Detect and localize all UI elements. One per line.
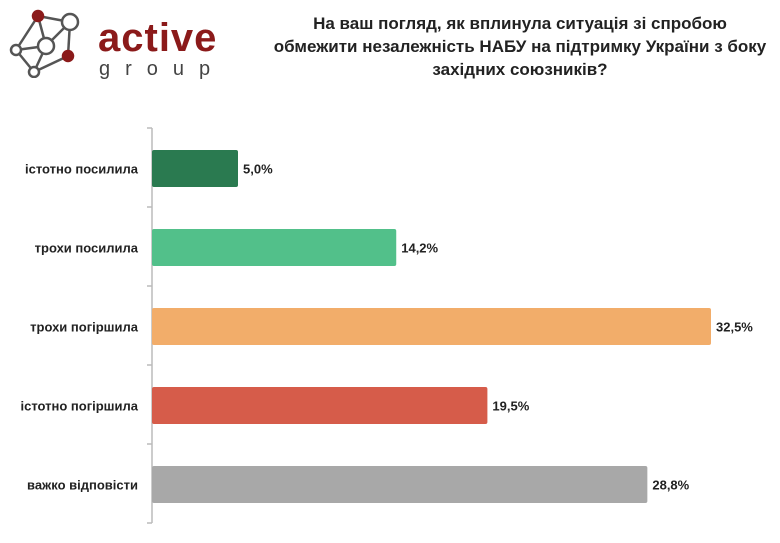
bar [152,229,397,266]
category-label: істотно погіршила [20,399,138,414]
value-label: 32,5% [716,320,753,335]
category-label: трохи погіршила [30,320,139,335]
chart-title: На ваш погляд, як вплинула ситуація зі с… [273,14,767,79]
logo-network-icon [9,9,80,79]
category-label: важко відповісти [27,478,138,493]
bar [152,150,238,187]
category-label: істотно посилила [25,162,139,177]
value-label: 28,8% [652,478,689,493]
logo: active group [6,8,226,80]
value-label: 5,0% [243,162,273,177]
bar [152,308,711,345]
bar [152,387,488,424]
category-label: трохи посилила [35,241,139,256]
logo-word-group: group [99,58,226,80]
value-label: 14,2% [401,241,438,256]
bar [152,466,648,503]
value-label: 19,5% [492,399,529,414]
logo-word-active: active [98,16,218,60]
